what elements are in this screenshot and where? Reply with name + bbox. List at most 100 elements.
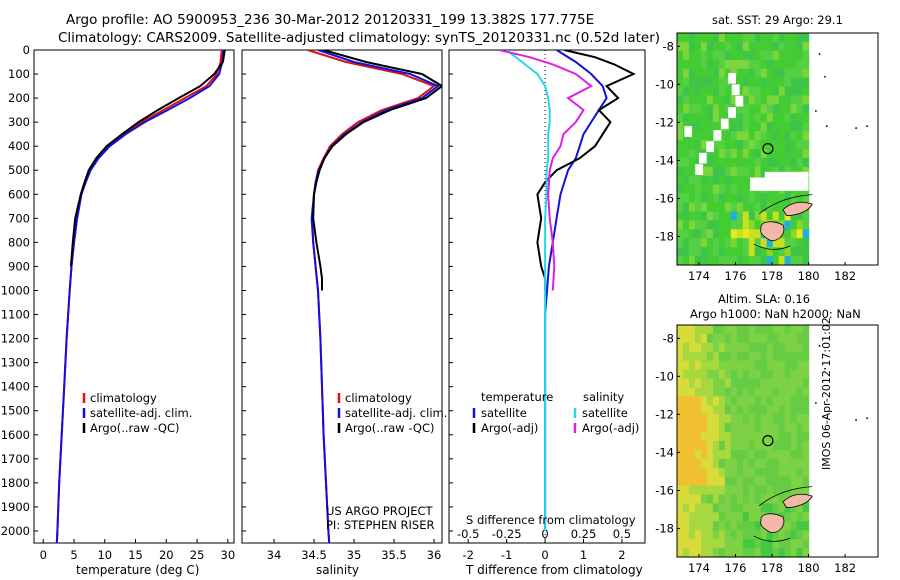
- sla-map-cell: [796, 476, 804, 487]
- sst-map-cell: [802, 220, 810, 230]
- sst-map-cell: [730, 175, 738, 186]
- sst-map-cell: [772, 238, 780, 248]
- sla-map-cell: [784, 396, 792, 406]
- sst-map-cell: [790, 59, 798, 70]
- sst-map-cell: [742, 229, 750, 239]
- sst-map-cell: [754, 113, 762, 123]
- sst-map-cell: [718, 229, 726, 239]
- sst-map-cell: [694, 95, 702, 105]
- sla-map-cell: [718, 333, 726, 344]
- sst-map-cell: [683, 104, 690, 114]
- sla-map-cell: [754, 485, 762, 496]
- sst-map-cell: [748, 104, 756, 114]
- temperature-xtick-label: 20: [159, 548, 174, 562]
- sst-map-cell: [694, 211, 702, 221]
- sst-map-cell: [689, 59, 696, 70]
- sst-map-cell: [742, 184, 750, 195]
- sst-map-cell: [748, 256, 756, 266]
- sst-map-cell: [790, 95, 798, 105]
- sla-map-cell: [760, 530, 768, 540]
- sla-map-cell: [802, 333, 810, 344]
- sst-map-cell: [784, 95, 792, 105]
- sla-map-cell: [754, 467, 762, 478]
- sst-map-cell: [689, 140, 696, 150]
- sla-map-cell: [772, 432, 780, 442]
- sst-map-cell: [694, 113, 702, 123]
- sst-map-cell: [718, 140, 726, 150]
- sst-map-cell: [730, 95, 738, 105]
- sst-map-cell: [742, 193, 750, 204]
- sst-cloud-gap: [684, 126, 693, 137]
- sst-map-cell: [796, 104, 804, 114]
- sla-map-cell: [706, 360, 714, 371]
- sla-map-cell: [748, 396, 756, 406]
- sst-map-cell: [700, 122, 708, 132]
- project-annotation-2: PI: STEPHEN RISER: [326, 518, 435, 532]
- sla-map-cell: [694, 351, 702, 362]
- sst-map-cell: [683, 229, 690, 239]
- sla-map-cell: [712, 432, 720, 442]
- sla-map-cell: [766, 414, 774, 424]
- sla-map-cell: [748, 548, 756, 558]
- sla-map-cell: [772, 423, 780, 433]
- sla-map-cell: [706, 449, 714, 460]
- sst-map-cell: [718, 86, 726, 96]
- sla-map-cell: [689, 530, 696, 540]
- sst-map-cell: [724, 202, 732, 212]
- sla-map-cell: [718, 378, 726, 388]
- sla-map-cell: [724, 476, 732, 487]
- sla-map-cell: [748, 414, 756, 424]
- sst-map-cell: [784, 59, 792, 70]
- sst-map-cell: [742, 157, 750, 168]
- sla-map-cell: [802, 441, 810, 451]
- sla-map-cell: [724, 539, 732, 549]
- sla-map-cell: [748, 530, 756, 540]
- sst-map-cell: [790, 113, 798, 123]
- sst-map-cell: [730, 229, 738, 239]
- sst-map-cell: [724, 238, 732, 248]
- sla-map-title-1: Altim. SLA: 0.16: [718, 292, 811, 306]
- sst-map-cell: [700, 256, 708, 266]
- sst-map-cell: [730, 41, 738, 52]
- sla-map-cell: [778, 414, 786, 424]
- sla-map-cell: [796, 485, 804, 496]
- sla-map-cell: [760, 548, 768, 558]
- sst-map-cell: [742, 50, 750, 61]
- temperature-ytick-label: 200: [8, 91, 30, 105]
- sst-map-cell: [730, 113, 738, 123]
- sst-map-cell: [718, 131, 726, 141]
- sst-map-cell: [772, 77, 780, 88]
- sst-map-cell: [689, 50, 696, 61]
- sst-map-cell: [700, 50, 708, 61]
- sla-map-cell: [784, 512, 792, 522]
- sla-map-cell: [766, 378, 774, 388]
- sst-map-cell: [736, 211, 744, 221]
- sla-map-cell: [718, 521, 726, 531]
- sla-map-cell: [700, 387, 708, 397]
- sst-islet: [814, 110, 817, 112]
- sst-map-cell: [694, 104, 702, 114]
- sla-map-cell: [748, 360, 756, 371]
- sst-map-cell: [772, 149, 780, 159]
- sst-map-cell: [736, 131, 744, 141]
- sla-map-cell: [694, 414, 702, 424]
- sst-map-cell: [706, 157, 714, 168]
- sla-map-cell: [754, 325, 762, 335]
- sla-map-cell: [754, 342, 762, 353]
- sla-map-cell: [730, 351, 738, 362]
- temperature-lines: [55, 50, 226, 543]
- sst-map-cell: [718, 77, 726, 88]
- sla-map-cell: [706, 494, 714, 504]
- sst-map-cell: [694, 77, 702, 88]
- sla-map-cell: [754, 369, 762, 380]
- sla-map-cell: [718, 503, 726, 513]
- sla-map-cell: [778, 449, 786, 460]
- sla-map-cell: [689, 387, 696, 397]
- sla-map-cell: [730, 485, 738, 496]
- sla-map-cell: [790, 530, 798, 540]
- sla-map-cell: [796, 414, 804, 424]
- sla-map-cell: [760, 351, 768, 362]
- sst-map-cell: [706, 113, 714, 123]
- sla-map-cell: [677, 325, 684, 335]
- sst-map-cell: [718, 256, 726, 266]
